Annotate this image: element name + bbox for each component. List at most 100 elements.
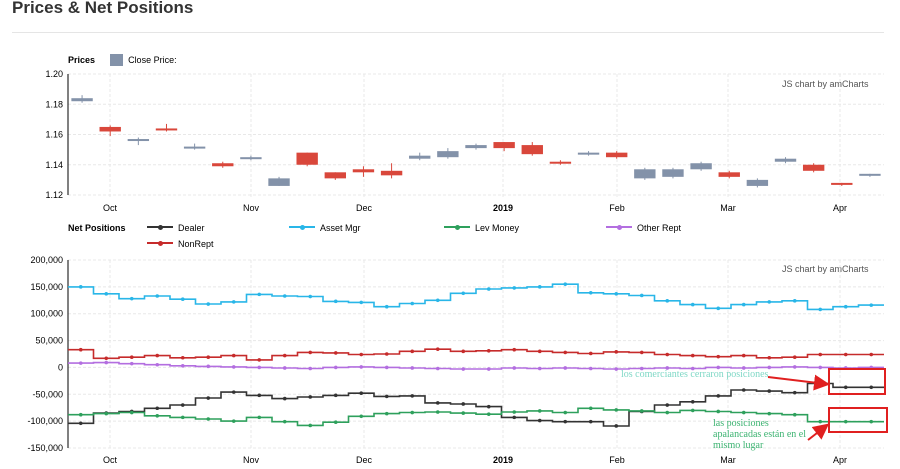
series-point-lev-money[interactable]	[257, 415, 262, 420]
price-candle[interactable]	[99, 125, 121, 137]
series-point-nonrept[interactable]	[333, 351, 338, 355]
close-price-legend-label[interactable]: Close Price:	[128, 55, 177, 65]
price-candle[interactable]	[577, 151, 600, 156]
series-point-nonrept[interactable]	[741, 353, 746, 358]
series-point-dealer[interactable]	[308, 395, 313, 399]
series-point-lev-money[interactable]	[104, 411, 109, 416]
series-point-nonrept[interactable]	[461, 349, 466, 354]
series-point-dealer[interactable]	[78, 421, 83, 426]
price-candle[interactable]	[380, 163, 403, 179]
series-point-nonrept[interactable]	[78, 347, 83, 352]
series-point-nonrept[interactable]	[537, 349, 542, 354]
series-point-lev-money[interactable]	[818, 419, 823, 424]
series-point-lev-money[interactable]	[486, 412, 491, 416]
series-point-other-rept[interactable]	[537, 366, 542, 371]
price-candle[interactable]	[634, 167, 656, 180]
series-point-other-rept[interactable]	[461, 367, 466, 371]
series-point-other-rept[interactable]	[588, 366, 593, 371]
price-candle[interactable]	[718, 170, 740, 179]
price-candle[interactable]	[437, 148, 459, 159]
series-point-lev-money[interactable]	[792, 412, 797, 417]
series-point-lev-money[interactable]	[690, 408, 695, 413]
series-point-other-rept[interactable]	[257, 365, 262, 370]
series-point-nonrept[interactable]	[767, 355, 772, 360]
series-point-nonrept[interactable]	[129, 355, 134, 360]
series-point-asset-mgr[interactable]	[741, 302, 746, 307]
series-point-nonrept[interactable]	[282, 353, 287, 358]
price-candle[interactable]	[240, 155, 262, 161]
series-point-lev-money[interactable]	[384, 411, 389, 416]
series-point-lev-money[interactable]	[614, 408, 619, 412]
series-point-asset-mgr[interactable]	[78, 285, 83, 289]
series-line-asset-mgr[interactable]	[68, 283, 884, 311]
price-candle[interactable]	[268, 176, 290, 186]
series-point-dealer[interactable]	[690, 400, 695, 404]
series-point-other-rept[interactable]	[665, 366, 670, 370]
series-point-asset-mgr[interactable]	[104, 292, 109, 296]
series-point-nonrept[interactable]	[104, 356, 109, 361]
series-point-dealer[interactable]	[359, 391, 364, 396]
series-point-nonrept[interactable]	[257, 358, 262, 362]
series-point-other-rept[interactable]	[435, 366, 440, 371]
series-point-lev-money[interactable]	[665, 410, 670, 415]
price-candle[interactable]	[549, 160, 572, 165]
series-point-other-rept[interactable]	[308, 366, 313, 371]
series-point-asset-mgr[interactable]	[384, 304, 389, 309]
series-point-lev-money[interactable]	[333, 420, 338, 425]
series-point-asset-mgr[interactable]	[869, 303, 874, 307]
series-point-other-rept[interactable]	[818, 365, 823, 370]
series-point-nonrept[interactable]	[435, 347, 440, 351]
series-point-asset-mgr[interactable]	[359, 300, 364, 305]
series-point-nonrept[interactable]	[690, 353, 695, 358]
price-candle[interactable]	[831, 182, 853, 186]
series-point-nonrept[interactable]	[818, 352, 823, 357]
price-candle[interactable]	[493, 142, 515, 152]
series-point-nonrept[interactable]	[384, 352, 389, 356]
series-point-nonrept[interactable]	[486, 348, 491, 353]
net-positions-credit[interactable]: JS chart by amCharts	[782, 264, 869, 274]
series-point-other-rept[interactable]	[180, 364, 185, 368]
series-point-other-rept[interactable]	[104, 360, 109, 365]
series-point-asset-mgr[interactable]	[486, 287, 491, 291]
series-point-dealer[interactable]	[537, 418, 542, 423]
series-point-asset-mgr[interactable]	[308, 294, 313, 299]
legend-item-other-rept[interactable]: Other Rept	[606, 223, 681, 233]
series-point-lev-money[interactable]	[282, 419, 287, 424]
series-point-nonrept[interactable]	[843, 352, 848, 357]
series-point-dealer[interactable]	[512, 415, 517, 420]
series-point-lev-money[interactable]	[435, 410, 440, 414]
series-point-asset-mgr[interactable]	[639, 293, 644, 298]
series-point-lev-money[interactable]	[767, 411, 772, 416]
series-point-nonrept[interactable]	[639, 350, 644, 355]
series-point-dealer[interactable]	[384, 394, 389, 399]
series-point-asset-mgr[interactable]	[716, 306, 721, 311]
series-point-dealer[interactable]	[869, 385, 874, 390]
series-point-dealer[interactable]	[486, 404, 491, 409]
series-point-dealer[interactable]	[282, 396, 287, 401]
price-candle[interactable]	[296, 152, 318, 167]
series-point-dealer[interactable]	[333, 393, 338, 398]
price-candle[interactable]	[802, 163, 825, 173]
price-candle[interactable]	[212, 161, 234, 168]
series-point-other-rept[interactable]	[410, 366, 415, 370]
series-point-dealer[interactable]	[767, 389, 772, 393]
series-point-other-rept[interactable]	[359, 365, 364, 369]
series-point-other-rept[interactable]	[741, 366, 746, 370]
series-point-lev-money[interactable]	[410, 410, 415, 415]
series-point-dealer[interactable]	[792, 390, 797, 395]
price-candle[interactable]	[155, 123, 178, 132]
series-point-other-rept[interactable]	[486, 367, 491, 371]
price-candle[interactable]	[71, 95, 93, 103]
price-candle[interactable]	[746, 178, 769, 188]
series-point-nonrept[interactable]	[869, 352, 874, 357]
series-point-dealer[interactable]	[435, 401, 440, 405]
series-point-lev-money[interactable]	[155, 413, 160, 418]
series-point-nonrept[interactable]	[231, 353, 236, 358]
series-point-asset-mgr[interactable]	[512, 286, 517, 290]
series-point-other-rept[interactable]	[792, 365, 797, 369]
series-point-other-rept[interactable]	[384, 365, 389, 370]
series-point-asset-mgr[interactable]	[410, 301, 415, 306]
series-point-nonrept[interactable]	[512, 347, 517, 352]
series-point-dealer[interactable]	[206, 396, 211, 400]
price-candle[interactable]	[774, 157, 797, 164]
